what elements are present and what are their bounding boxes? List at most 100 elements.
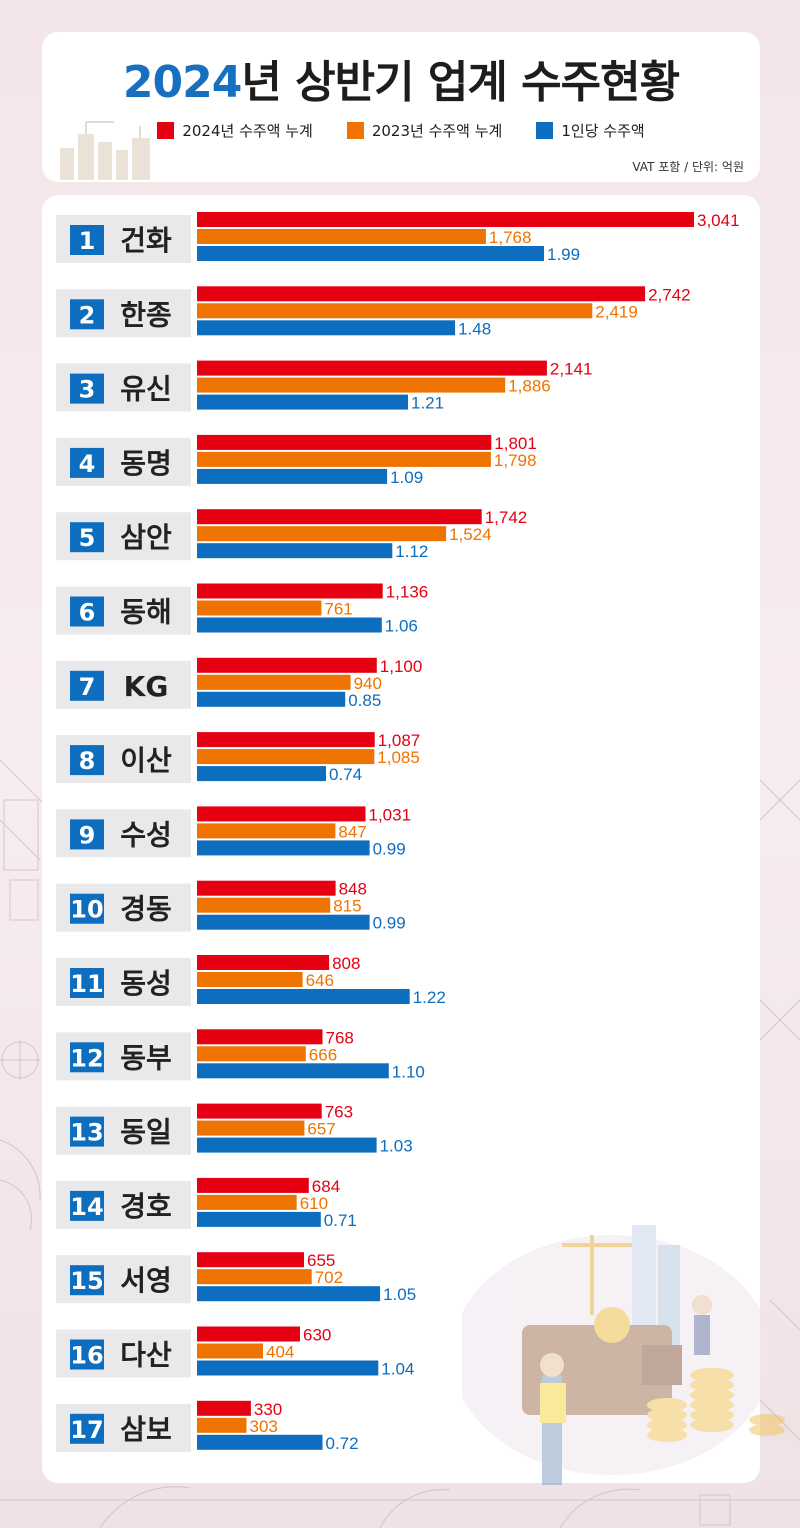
bar-per-capita bbox=[197, 617, 382, 633]
legend-swatch-2023 bbox=[346, 122, 364, 139]
value-label-per-capita: 0.71 bbox=[324, 1211, 357, 1230]
rank-number: 16 bbox=[70, 1342, 103, 1370]
value-label-2024: 1,801 bbox=[494, 434, 537, 453]
value-label-per-capita: 0.72 bbox=[326, 1434, 359, 1453]
value-label-2024: 763 bbox=[325, 1103, 353, 1122]
value-label-per-capita: 1.09 bbox=[390, 468, 423, 487]
company-name: 다산 bbox=[120, 1339, 172, 1372]
company-name: 한종 bbox=[120, 298, 172, 331]
bar-2024 bbox=[197, 212, 694, 227]
rank-badge bbox=[70, 968, 104, 998]
value-label-2023: 940 bbox=[354, 674, 382, 693]
value-label-2024: 2,742 bbox=[648, 285, 691, 304]
bar-2023 bbox=[197, 972, 303, 987]
value-label-2023: 1,768 bbox=[489, 228, 532, 247]
value-label-2024: 1,742 bbox=[485, 508, 528, 527]
value-label-per-capita: 1.10 bbox=[392, 1062, 425, 1081]
bar-per-capita bbox=[197, 543, 393, 559]
bar-2024 bbox=[197, 955, 330, 970]
value-label-per-capita: 1.99 bbox=[547, 245, 580, 264]
bar-2024 bbox=[197, 583, 383, 599]
value-label-2023: 1,524 bbox=[449, 525, 492, 544]
value-label-2024: 848 bbox=[339, 880, 367, 899]
value-label-2024: 684 bbox=[312, 1177, 340, 1196]
company-name: 경동 bbox=[120, 893, 172, 926]
bar-2023 bbox=[197, 229, 486, 244]
bar-2024 bbox=[197, 509, 482, 525]
bar-2024 bbox=[197, 1252, 304, 1268]
bar-2023 bbox=[197, 303, 593, 319]
value-label-2023: 303 bbox=[250, 1417, 278, 1436]
value-label-2024: 1,087 bbox=[378, 731, 421, 750]
value-label-per-capita: 1.22 bbox=[413, 988, 446, 1007]
bar-per-capita bbox=[197, 320, 456, 336]
chart-title: 2024년 상반기 업계 수주현황 bbox=[42, 46, 760, 110]
bar-per-capita bbox=[197, 246, 544, 261]
rank-badge bbox=[70, 596, 104, 627]
legend-item-2024: 2024년 수주액 누계 bbox=[157, 120, 313, 141]
rank-badge bbox=[70, 447, 104, 478]
building-decoration-icon bbox=[60, 121, 150, 180]
rank-badge bbox=[70, 745, 104, 776]
rank-number: 3 bbox=[79, 376, 96, 404]
bar-per-capita bbox=[197, 1360, 379, 1376]
unit-note: VAT 포함 / 단위: 억원 bbox=[632, 160, 744, 174]
company-name: 동명 bbox=[120, 447, 172, 480]
bar-per-capita bbox=[197, 1063, 389, 1079]
legend-swatch-2024 bbox=[157, 122, 175, 139]
rank-badge bbox=[70, 225, 104, 255]
chart-card: 1 건화 3,041 1,768 1.99 2 한종 2,742 2,419 1.48 3 유신 2,1… bbox=[42, 195, 785, 1485]
legend: 2024년 수주액 누계 2023년 수주액 누계 1인당 수주액 bbox=[42, 120, 760, 141]
value-label-2023: 646 bbox=[306, 971, 334, 990]
rank-number: 12 bbox=[70, 1044, 103, 1072]
money-illustration-icon bbox=[462, 1225, 785, 1485]
bar-2024 bbox=[197, 434, 492, 450]
value-label-per-capita: 1.04 bbox=[381, 1360, 414, 1379]
rank-number: 5 bbox=[79, 524, 96, 552]
rank-badge bbox=[70, 893, 104, 924]
bar-2024 bbox=[197, 732, 375, 748]
rank-number: 4 bbox=[79, 450, 96, 478]
company-name: 동해 bbox=[120, 596, 172, 629]
value-label-per-capita: 1.48 bbox=[458, 319, 491, 338]
bar-2023 bbox=[197, 1046, 306, 1062]
bar-2023 bbox=[197, 377, 506, 393]
bar-2023 bbox=[197, 600, 322, 616]
bar-2024 bbox=[197, 1400, 251, 1416]
bar-2024 bbox=[197, 360, 547, 376]
value-label-2024: 655 bbox=[307, 1251, 335, 1270]
bar-2024 bbox=[197, 657, 377, 673]
value-label-2023: 761 bbox=[324, 600, 352, 619]
value-label-2023: 2,419 bbox=[595, 302, 638, 321]
value-label-2023: 404 bbox=[266, 1343, 294, 1362]
value-label-2024: 630 bbox=[303, 1326, 331, 1345]
value-label-per-capita: 0.74 bbox=[329, 765, 362, 784]
value-label-per-capita: 0.85 bbox=[348, 691, 381, 710]
bar-2023 bbox=[197, 749, 375, 765]
company-name: 삼안 bbox=[120, 521, 172, 554]
value-label-2024: 3,041 bbox=[697, 211, 740, 230]
bar-chart: 1 건화 3,041 1,768 1.99 2 한종 2,742 2,419 1.48 3 유신 2,1… bbox=[56, 211, 740, 1453]
company-name: 건화 bbox=[120, 224, 172, 257]
rank-badge bbox=[70, 373, 104, 404]
bar-2023 bbox=[197, 526, 447, 542]
value-label-2023: 666 bbox=[309, 1045, 337, 1064]
value-label-per-capita: 0.99 bbox=[373, 839, 406, 858]
bar-2023 bbox=[197, 1194, 297, 1210]
bar-2023 bbox=[197, 1417, 247, 1433]
rank-number: 6 bbox=[79, 599, 96, 627]
bar-2024 bbox=[197, 1326, 300, 1342]
rank-badge bbox=[70, 1190, 104, 1221]
company-name: KG bbox=[124, 670, 169, 703]
bar-2023 bbox=[197, 897, 331, 913]
bar-per-capita bbox=[197, 1137, 377, 1153]
company-name: 동성 bbox=[120, 967, 172, 1000]
company-name: 경호 bbox=[120, 1190, 172, 1223]
legend-item-2023: 2023년 수주액 누계 bbox=[346, 120, 502, 141]
value-label-per-capita: 1.05 bbox=[383, 1285, 416, 1304]
rank-number: 13 bbox=[70, 1119, 103, 1147]
bar-2024 bbox=[197, 880, 336, 896]
value-label-per-capita: 1.21 bbox=[411, 394, 444, 413]
bar-per-capita bbox=[197, 691, 346, 707]
